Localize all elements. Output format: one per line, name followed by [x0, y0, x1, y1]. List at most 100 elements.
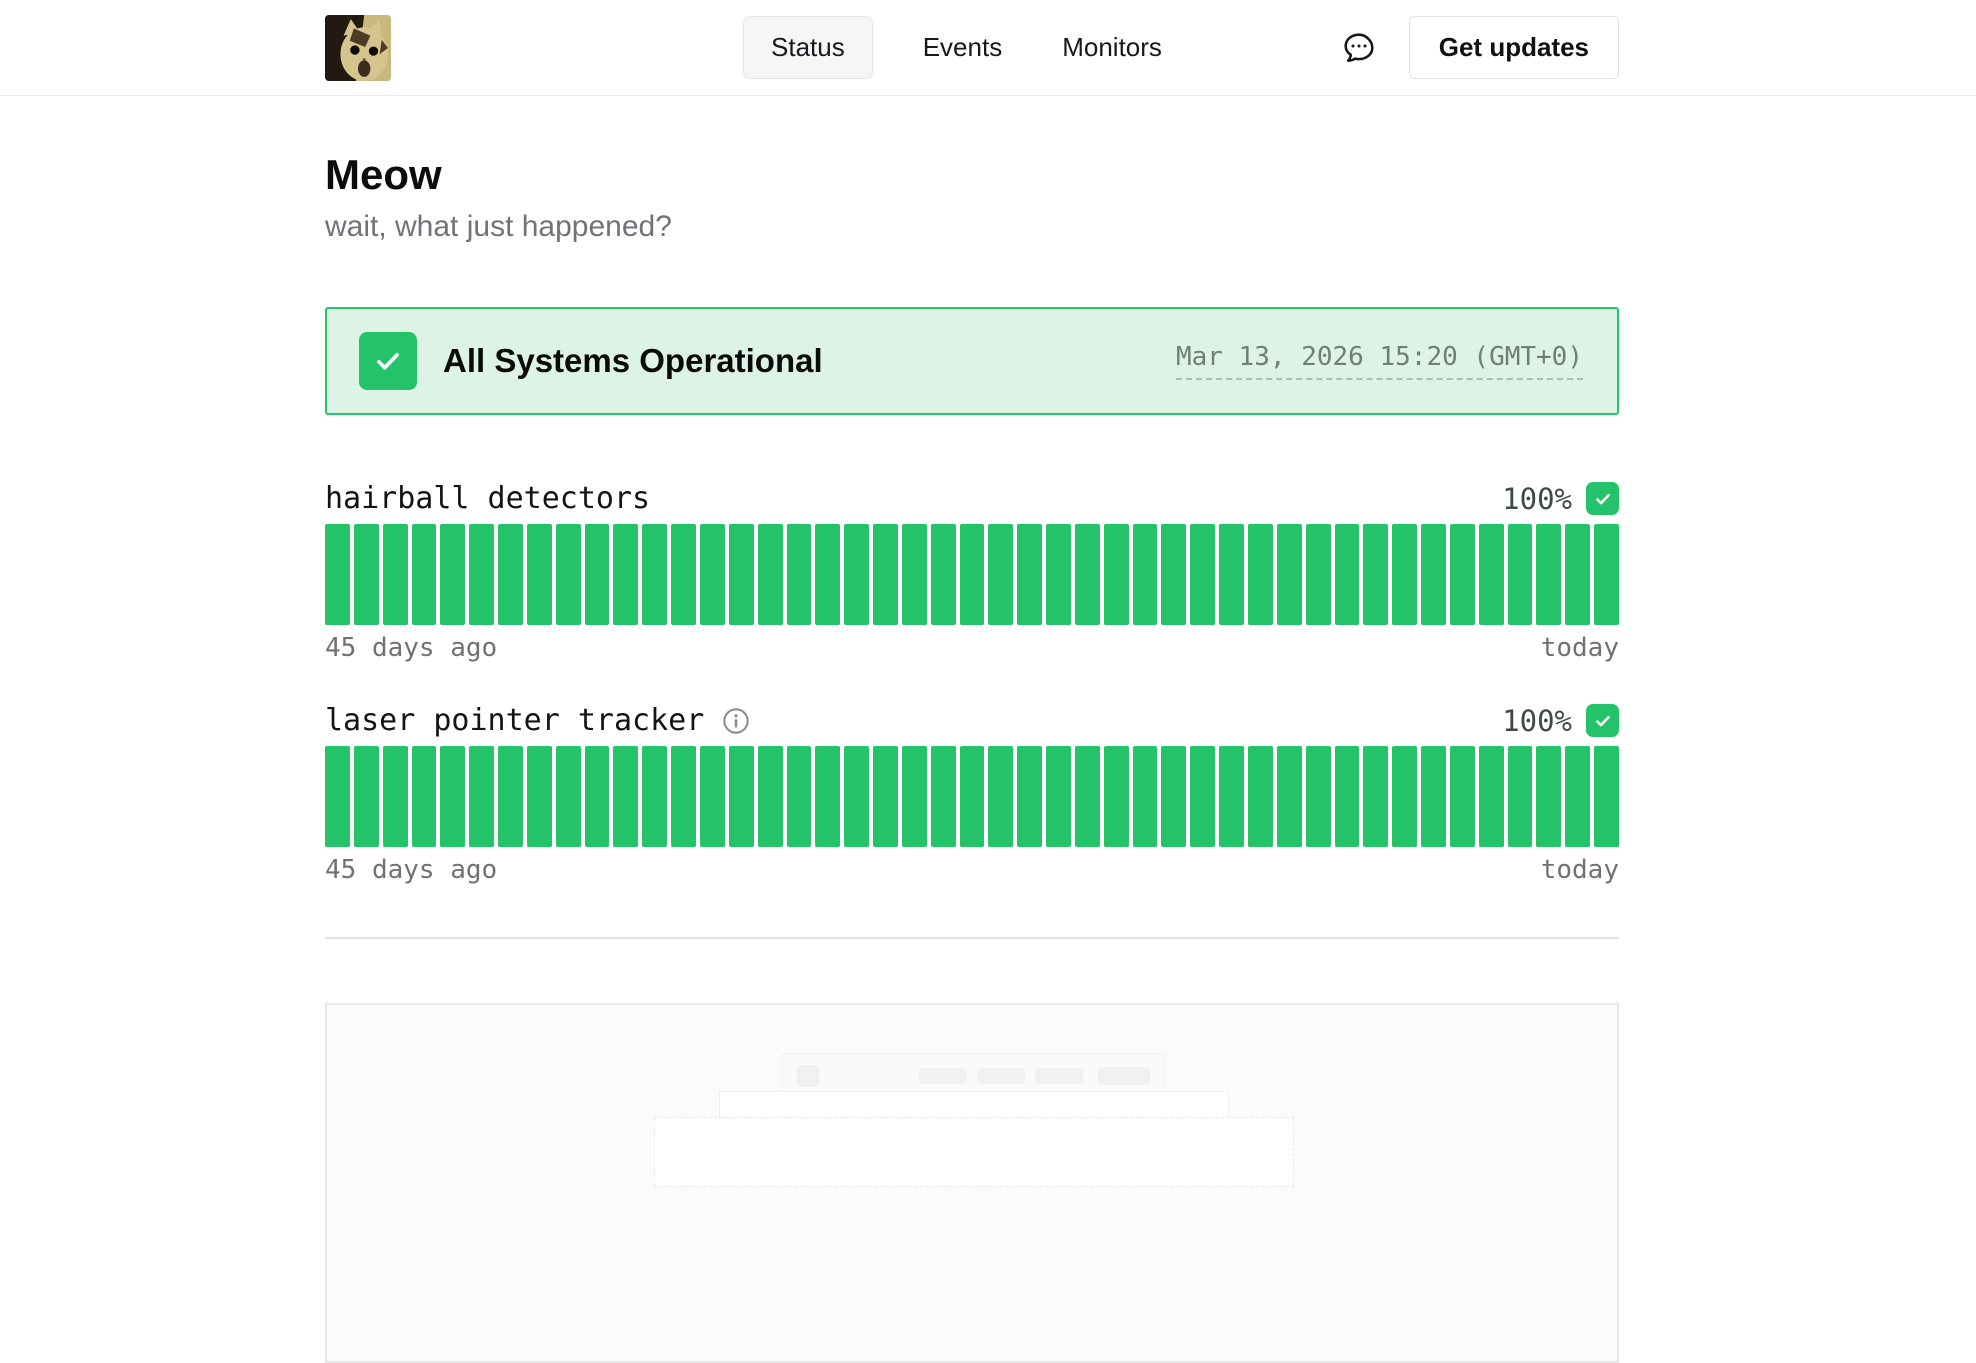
uptime-bar-operational[interactable] [1161, 746, 1187, 848]
uptime-bar-operational[interactable] [959, 524, 985, 626]
uptime-bar-operational[interactable] [498, 746, 523, 848]
banner-timestamp[interactable]: Mar 13, 2026 15:20 (GMT+0) [1176, 342, 1583, 381]
uptime-bar-operational[interactable] [728, 524, 754, 626]
uptime-bar-operational[interactable] [1103, 524, 1129, 626]
uptime-bar-operational[interactable] [613, 746, 639, 848]
uptime-bar-operational[interactable] [1363, 524, 1389, 626]
uptime-bar-operational[interactable] [1421, 746, 1446, 848]
uptime-bar-operational[interactable] [988, 746, 1014, 848]
uptime-bar-operational[interactable] [1392, 524, 1418, 626]
uptime-bar-operational[interactable] [613, 524, 639, 626]
uptime-bar-operational[interactable] [1074, 524, 1100, 626]
uptime-bar-operational[interactable] [469, 746, 495, 848]
uptime-bar-operational[interactable] [1190, 746, 1216, 848]
uptime-bar-operational[interactable] [1017, 524, 1043, 626]
uptime-bar-operational[interactable] [1594, 746, 1619, 848]
cat-logo-image [325, 14, 391, 81]
uptime-bar-operational[interactable] [1363, 746, 1389, 848]
uptime-bar-operational[interactable] [1305, 746, 1331, 848]
uptime-bar-operational[interactable] [1594, 524, 1619, 626]
uptime-bar-operational[interactable] [930, 746, 956, 848]
uptime-bar-operational[interactable] [844, 746, 870, 848]
uptime-bar-operational[interactable] [325, 746, 350, 848]
cat-logo[interactable] [325, 14, 391, 81]
uptime-bar-operational[interactable] [1103, 746, 1129, 848]
uptime-bar-operational[interactable] [555, 746, 581, 848]
uptime-bar-operational[interactable] [1449, 746, 1475, 848]
tab-monitors[interactable]: Monitors [1062, 32, 1162, 62]
uptime-bar-operational[interactable] [671, 524, 696, 626]
uptime-bar-operational[interactable] [1507, 524, 1533, 626]
uptime-bar-operational[interactable] [699, 524, 725, 626]
uptime-bar-operational[interactable] [988, 524, 1014, 626]
uptime-bar-operational[interactable] [1305, 524, 1331, 626]
uptime-bar-operational[interactable] [786, 746, 812, 848]
uptime-bar-operational[interactable] [353, 524, 379, 626]
uptime-bar-operational[interactable] [1161, 524, 1187, 626]
tab-status[interactable]: Status [743, 16, 873, 79]
uptime-bar-operational[interactable] [440, 524, 466, 626]
uptime-bar-operational[interactable] [1449, 524, 1475, 626]
uptime-bar-operational[interactable] [382, 746, 408, 848]
uptime-bar-operational[interactable] [584, 524, 610, 626]
uptime-bar-operational[interactable] [526, 524, 552, 626]
uptime-bar-operational[interactable] [757, 524, 783, 626]
uptime-bar-operational[interactable] [498, 524, 523, 626]
uptime-bar-operational[interactable] [901, 524, 927, 626]
uptime-bar-operational[interactable] [353, 746, 379, 848]
uptime-bar-operational[interactable] [440, 746, 466, 848]
uptime-bar-operational[interactable] [1276, 524, 1302, 626]
uptime-bar-operational[interactable] [382, 524, 408, 626]
uptime-bar-operational[interactable] [844, 524, 870, 626]
uptime-bar-operational[interactable] [873, 524, 898, 626]
info-icon-button[interactable] [722, 707, 750, 735]
uptime-bar-operational[interactable] [671, 746, 696, 848]
uptime-bar-operational[interactable] [1536, 524, 1562, 626]
get-updates-button[interactable]: Get updates [1408, 16, 1619, 79]
uptime-bar-operational[interactable] [1565, 524, 1591, 626]
uptime-bar-operational[interactable] [1334, 524, 1360, 626]
chat-bubble-button[interactable] [1339, 28, 1379, 68]
uptime-bar-operational[interactable] [642, 746, 668, 848]
uptime-bar-operational[interactable] [1334, 746, 1360, 848]
uptime-bar-operational[interactable] [1219, 746, 1244, 848]
uptime-bar-operational[interactable] [1507, 746, 1533, 848]
uptime-bar-operational[interactable] [411, 746, 437, 848]
uptime-bar-operational[interactable] [959, 746, 985, 848]
uptime-bar-operational[interactable] [1421, 524, 1446, 626]
uptime-bar-operational[interactable] [930, 524, 956, 626]
uptime-bar-operational[interactable] [584, 746, 610, 848]
uptime-bar-operational[interactable] [1478, 524, 1504, 626]
uptime-bar-operational[interactable] [1565, 746, 1591, 848]
monitor-row: laser pointer tracker 100% 45 days ago [325, 703, 1619, 885]
uptime-bar-operational[interactable] [1046, 524, 1071, 626]
uptime-bar-operational[interactable] [1046, 746, 1071, 848]
uptime-bar-operational[interactable] [469, 524, 495, 626]
uptime-bar-operational[interactable] [1248, 524, 1273, 626]
uptime-bar-operational[interactable] [901, 746, 927, 848]
uptime-bar-operational[interactable] [728, 746, 754, 848]
uptime-bar-operational[interactable] [757, 746, 783, 848]
uptime-bar-operational[interactable] [1219, 524, 1244, 626]
uptime-bar-operational[interactable] [1017, 746, 1043, 848]
uptime-bar-operational[interactable] [1132, 524, 1158, 626]
uptime-bar-operational[interactable] [1536, 746, 1562, 848]
uptime-bar-operational[interactable] [815, 524, 841, 626]
uptime-bar-operational[interactable] [786, 524, 812, 626]
uptime-bar-operational[interactable] [526, 746, 552, 848]
uptime-bar-operational[interactable] [1132, 746, 1158, 848]
uptime-bar-operational[interactable] [1276, 746, 1302, 848]
uptime-bar-operational[interactable] [873, 746, 898, 848]
uptime-bar-operational[interactable] [699, 746, 725, 848]
uptime-bar-operational[interactable] [815, 746, 841, 848]
uptime-bar-operational[interactable] [1190, 524, 1216, 626]
uptime-bar-operational[interactable] [1074, 746, 1100, 848]
uptime-bar-operational[interactable] [411, 524, 437, 626]
uptime-bar-operational[interactable] [325, 524, 350, 626]
uptime-bar-operational[interactable] [1478, 746, 1504, 848]
uptime-bar-operational[interactable] [1248, 746, 1273, 848]
tab-events[interactable]: Events [922, 32, 1003, 62]
uptime-bar-operational[interactable] [555, 524, 581, 626]
uptime-bar-operational[interactable] [642, 524, 668, 626]
uptime-bar-operational[interactable] [1392, 746, 1418, 848]
